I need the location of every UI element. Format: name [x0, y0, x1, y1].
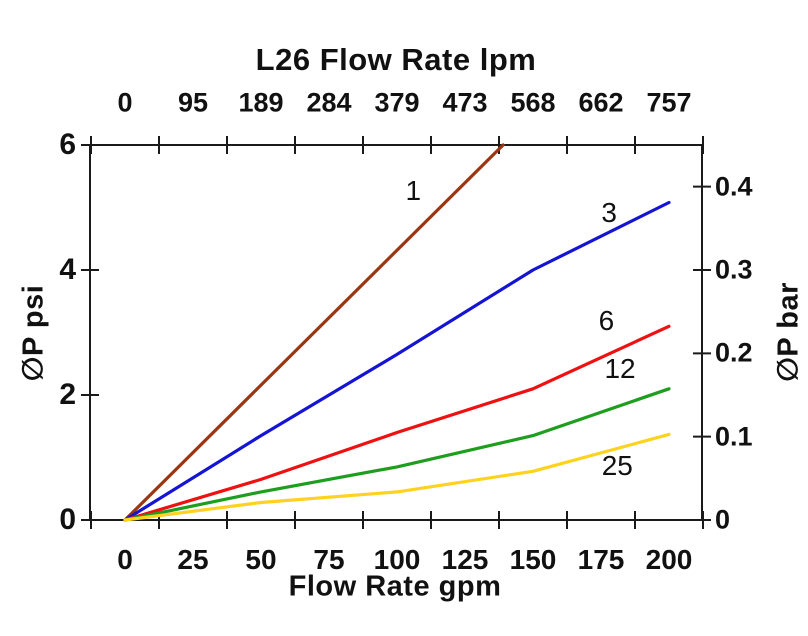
series-line-1 — [123, 143, 505, 522]
x-tick-label-top-lpm: 284 — [306, 87, 352, 118]
y-axis-title-bar: ∅P bar — [772, 282, 805, 382]
series-label-25: 25 — [601, 449, 633, 481]
series-line-25 — [123, 432, 671, 522]
series-label-1: 1 — [405, 175, 422, 207]
series-label-6: 6 — [598, 304, 615, 336]
x-tick-label-top-lpm: 0 — [117, 87, 133, 118]
x-tick-label-bottom-gpm: 100 — [373, 544, 421, 575]
y-tick-label-psi: 6 — [59, 128, 76, 161]
y-tick-label-psi: 0 — [59, 503, 76, 536]
y-tick-label-bar: 0.4 — [715, 171, 753, 202]
x-tick-label-bottom-gpm: 150 — [509, 544, 557, 575]
x-tick-label-bottom-gpm: 175 — [577, 544, 625, 575]
x-axis-title-gpm: Flow Rate gpm — [288, 570, 502, 603]
x-tick-label-bottom-gpm: 25 — [177, 544, 209, 575]
y-tick-label-bar: 0.2 — [715, 337, 753, 368]
x-tick-label-bottom-gpm: 200 — [645, 544, 693, 575]
y-tick-label-psi: 2 — [59, 378, 76, 411]
x-tick-label-top-lpm: 379 — [374, 87, 420, 118]
series-label-12: 12 — [604, 352, 636, 384]
x-tick-label-top-lpm: 189 — [238, 87, 284, 118]
x-tick-label-top-lpm: 95 — [177, 87, 209, 118]
x-tick-label-top-lpm: 757 — [646, 87, 692, 118]
y-tick-label-bar: 0 — [715, 504, 731, 535]
series-label-3: 3 — [601, 196, 617, 228]
y-tick-label-psi: 4 — [59, 253, 76, 286]
x-tick-label-top-lpm: 568 — [510, 87, 556, 118]
chart-title: L26 Flow Rate lpm — [255, 42, 537, 77]
x-tick-label-top-lpm: 473 — [442, 87, 488, 118]
y-tick-label-bar: 0.3 — [715, 254, 753, 285]
y-axis-title-psi: ∅P psi — [17, 284, 50, 382]
x-tick-label-bottom-gpm: 50 — [245, 544, 277, 575]
series-line-3 — [123, 200, 671, 522]
series-line-6 — [123, 324, 671, 522]
x-tick-label-top-lpm: 662 — [578, 87, 624, 118]
x-tick-label-bottom-gpm: 0 — [117, 544, 133, 575]
y-tick-label-bar: 0.1 — [715, 421, 753, 452]
series-line-12 — [123, 387, 671, 522]
x-tick-label-bottom-gpm: 125 — [441, 544, 489, 575]
x-tick-label-bottom-gpm: 75 — [313, 544, 345, 575]
